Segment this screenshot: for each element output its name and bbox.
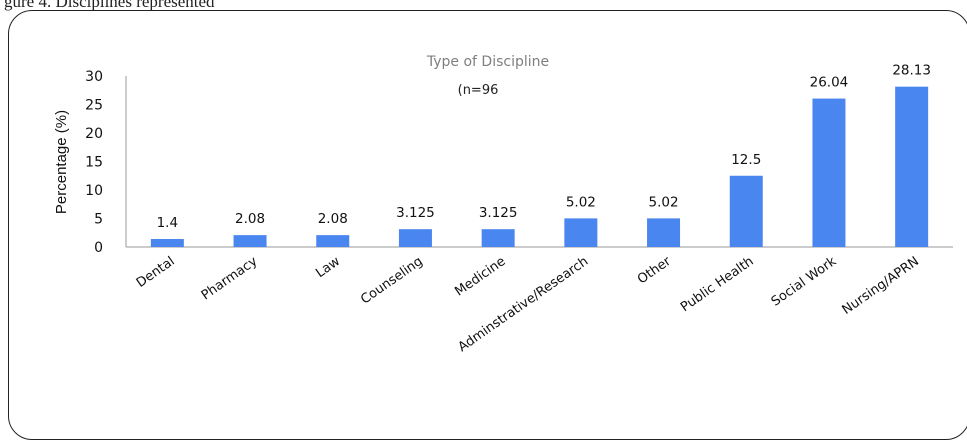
x-tick-labels: Dental Pharmacy Law Counseling MedicineAdmin… bbox=[134, 254, 922, 356]
bar bbox=[481, 229, 515, 247]
data-label: 2.08 bbox=[318, 211, 348, 227]
data-label: 2.08 bbox=[235, 211, 265, 227]
chart-title: Type of Discipline bbox=[426, 54, 549, 70]
bar bbox=[233, 235, 267, 247]
y-axis-label: Percentage (%) bbox=[53, 110, 70, 214]
y-tick-label: 20 bbox=[85, 126, 103, 142]
y-tick-label: 10 bbox=[85, 183, 103, 199]
bar bbox=[316, 235, 350, 247]
x-tick-label: Other bbox=[635, 254, 674, 288]
chart-subtitle: (n=96 bbox=[458, 83, 499, 98]
x-tick-label: Medicine bbox=[452, 254, 508, 300]
y-tick-label: 25 bbox=[85, 98, 103, 114]
x-tick-label: Dental bbox=[134, 254, 178, 291]
data-label: 5.02 bbox=[566, 194, 596, 210]
bar bbox=[564, 218, 598, 247]
x-tick-label: Counseling bbox=[358, 254, 426, 308]
y-tick-labels: 0 5 10 15 20 25 30 bbox=[85, 69, 103, 256]
y-tick-label: 15 bbox=[85, 155, 103, 171]
bar bbox=[729, 175, 763, 247]
data-label: 1.4 bbox=[157, 215, 178, 231]
x-tick-label: Adminstrative/Research bbox=[456, 254, 592, 355]
y-tick-label: 0 bbox=[94, 240, 103, 256]
x-tick-label: Nursing/APRN bbox=[840, 254, 922, 318]
bars bbox=[150, 86, 929, 248]
figure-caption-fragment: gure 4. Disciplines represented bbox=[4, 0, 215, 11]
x-tick-label: Public Health bbox=[678, 254, 756, 315]
x-tick-label: Social Work bbox=[769, 254, 840, 310]
y-tick-label: 5 bbox=[94, 212, 103, 228]
x-tick-label: Pharmacy bbox=[199, 254, 261, 304]
value-labels: 1.4 2.08 2.08 3.125 3.125 5.02 5.02 12.5 26.04 28… bbox=[157, 63, 931, 231]
data-label: 28.13 bbox=[892, 63, 931, 79]
data-label: 12.5 bbox=[731, 152, 761, 168]
data-label: 3.125 bbox=[479, 205, 518, 221]
bar bbox=[398, 229, 432, 247]
bar bbox=[647, 218, 681, 247]
x-tick-label: Law bbox=[313, 254, 343, 281]
y-tick-label: 30 bbox=[85, 69, 103, 85]
bar bbox=[812, 98, 846, 248]
data-label: 5.02 bbox=[649, 194, 679, 210]
bar bbox=[895, 86, 929, 247]
bar-chart: Type of Discipline (n=96 Percentage (%) … bbox=[53, 54, 953, 356]
data-label: 26.04 bbox=[810, 75, 849, 91]
data-label: 3.125 bbox=[396, 205, 435, 221]
bar bbox=[150, 239, 184, 247]
